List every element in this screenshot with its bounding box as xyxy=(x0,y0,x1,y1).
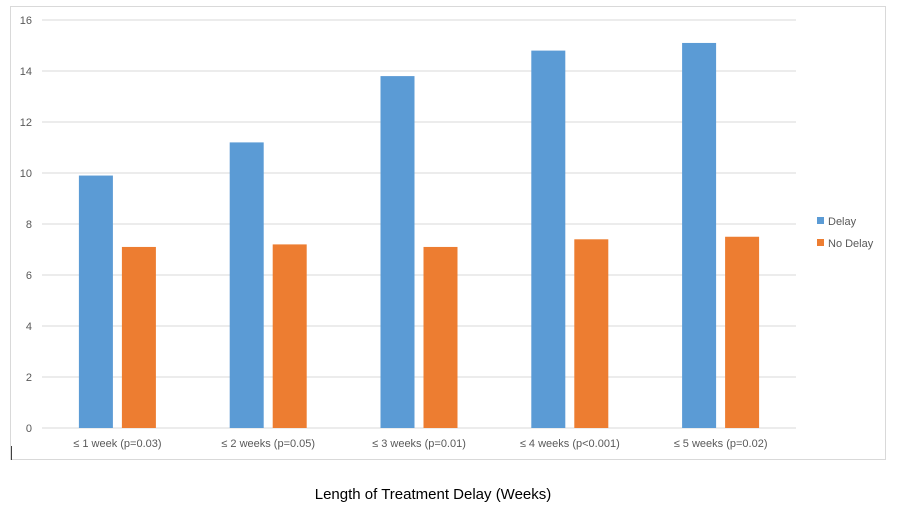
bar-no-delay xyxy=(725,236,760,428)
y-tick-label: 0 xyxy=(26,423,32,435)
legend-swatch xyxy=(817,217,824,224)
bar-delay xyxy=(380,76,415,428)
bar-no-delay xyxy=(121,246,156,428)
x-axis-ticks: ≤ 1 week (p=0.03) ≤ 2 weeks (p=0.05) ≤ 3 w… xyxy=(73,438,767,450)
gridlines xyxy=(42,19,796,429)
bar-delay xyxy=(531,50,566,428)
legend-label: No Delay xyxy=(828,238,874,250)
y-tick-label: 16 xyxy=(20,15,32,27)
bar-delay xyxy=(682,42,717,428)
bars xyxy=(78,42,760,428)
y-axis-ticks: 0 2 4 6 8 10 12 14 16 xyxy=(20,15,32,435)
y-tick-label: 12 xyxy=(20,117,32,129)
bar-delay xyxy=(229,142,264,428)
legend: Delay No Delay xyxy=(817,216,874,250)
x-tick-label: ≤ 5 weeks (p=0.02) xyxy=(674,438,768,450)
x-tick-label: ≤ 3 weeks (p=0.01) xyxy=(372,438,466,450)
bar-no-delay xyxy=(272,244,307,428)
y-tick-label: 10 xyxy=(20,168,32,180)
bar-delay xyxy=(78,175,113,428)
legend-swatch xyxy=(817,239,824,246)
bar-no-delay xyxy=(423,246,458,428)
x-tick-label: ≤ 4 weeks (p<0.001) xyxy=(520,438,620,450)
y-tick-label: 8 xyxy=(26,219,32,231)
y-tick-label: 6 xyxy=(26,270,32,282)
y-tick-label: 2 xyxy=(26,372,32,384)
bar-no-delay xyxy=(574,239,609,428)
y-tick-label: 4 xyxy=(26,321,32,333)
x-tick-label: ≤ 1 week (p=0.03) xyxy=(73,438,161,450)
x-axis-title: Length of Treatment Delay (Weeks) xyxy=(314,486,552,503)
axis-marker xyxy=(11,446,12,460)
x-tick-label: ≤ 2 weeks (p=0.05) xyxy=(221,438,315,450)
legend-label: Delay xyxy=(828,216,857,228)
y-tick-label: 14 xyxy=(20,66,32,78)
